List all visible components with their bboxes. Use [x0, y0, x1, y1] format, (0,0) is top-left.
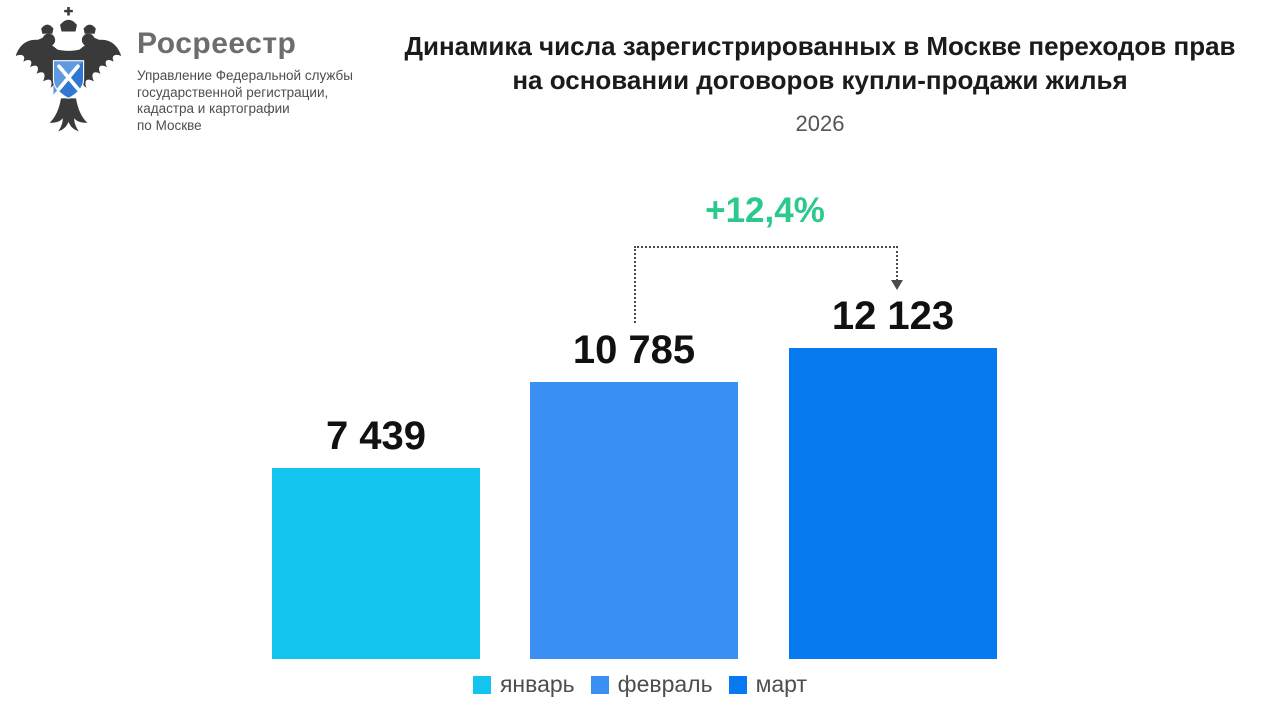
legend-swatch-february — [590, 675, 609, 694]
growth-bracket-left — [634, 246, 636, 323]
brand-org-line: Управление Федеральной службы — [137, 68, 353, 83]
growth-bracket-horizontal — [634, 246, 898, 248]
title-block: Динамика числа зарегистрированных в Моск… — [380, 29, 1260, 137]
brand-block: Росреестр Управление Федеральной службы … — [137, 27, 353, 134]
legend-label-january: январь — [499, 671, 575, 697]
rosreestr-emblem — [12, 6, 125, 143]
bar-rect-january — [272, 468, 480, 659]
bar-value-label-january: 7 439 — [325, 414, 427, 458]
page-title-line-2: на основании договоров купли-продажи жил… — [512, 65, 1128, 95]
legend-item-february: февраль — [590, 671, 713, 698]
legend-label-march: март — [755, 671, 808, 697]
double-headed-eagle-icon — [15, 7, 122, 132]
brand-org-lines: Управление Федеральной службы государств… — [137, 68, 353, 134]
brand-org-line: кадастра и картографии — [137, 101, 290, 116]
legend-item-march: март — [728, 671, 808, 698]
legend-swatch-march — [728, 675, 747, 694]
bar-column-february: 10 785 — [530, 328, 738, 659]
chart-year-subtitle: 2026 — [795, 111, 845, 136]
brand-name: Росреестр — [137, 27, 297, 60]
legend-label-february: февраль — [617, 671, 713, 697]
growth-bracket-right — [896, 246, 898, 281]
bar-value-label-february: 10 785 — [572, 328, 696, 372]
brand-org-line: по Москве — [137, 117, 202, 133]
bar-column-january: 7 439 — [272, 414, 480, 659]
chart-legend: январь февраль март — [0, 671, 1280, 698]
page-title-line-1: Динамика числа зарегистрированных в Моск… — [404, 31, 1236, 61]
bar-column-march: 12 123 — [789, 294, 997, 659]
brand-org-line: государственной регистрации, — [137, 84, 329, 100]
growth-arrowhead-icon — [891, 280, 903, 290]
bar-rect-march — [789, 348, 997, 659]
bar-chart: 7 439 10 785 12 123 — [0, 240, 1280, 659]
growth-label: +12,4% — [705, 191, 825, 230]
legend-item-january: январь — [472, 671, 575, 698]
bar-value-label-march: 12 123 — [831, 294, 955, 338]
legend-swatch-january — [472, 675, 491, 694]
bar-rect-february — [530, 382, 738, 659]
